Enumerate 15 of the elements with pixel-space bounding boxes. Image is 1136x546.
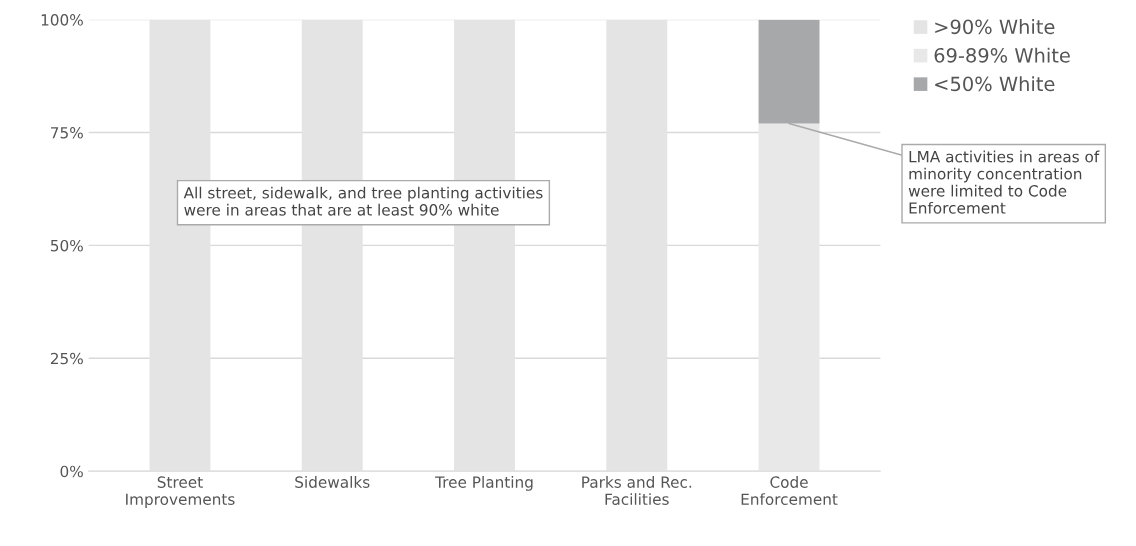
legend-label: >90% White bbox=[935, 19, 1055, 35]
x-tick-label: Sidewalks bbox=[295, 476, 370, 488]
annotation: LMA activities in areas of minority concentration were limited to Code Enforcement bbox=[908, 150, 1100, 214]
y-tick-label: 0% bbox=[60, 465, 83, 478]
annotation: All street, sidewalk, and tree planting activities were in areas that are at least 90% white bbox=[183, 186, 543, 216]
legend-label: 69-89% White bbox=[934, 47, 1070, 63]
y-tick-label: 75% bbox=[51, 127, 83, 139]
legend-label: <50% White bbox=[935, 76, 1055, 92]
x-tick-label: Tree Planting bbox=[435, 476, 533, 491]
x-tick-label: Code Enforcement bbox=[741, 476, 838, 505]
y-tick-label: 25% bbox=[50, 352, 83, 365]
y-tick-label: 100% bbox=[41, 14, 83, 26]
y-tick-label: 50% bbox=[50, 239, 83, 252]
x-tick-label: Parks and Rec. Facilities bbox=[582, 476, 692, 505]
x-tick-label: Street Improvements bbox=[126, 476, 235, 508]
